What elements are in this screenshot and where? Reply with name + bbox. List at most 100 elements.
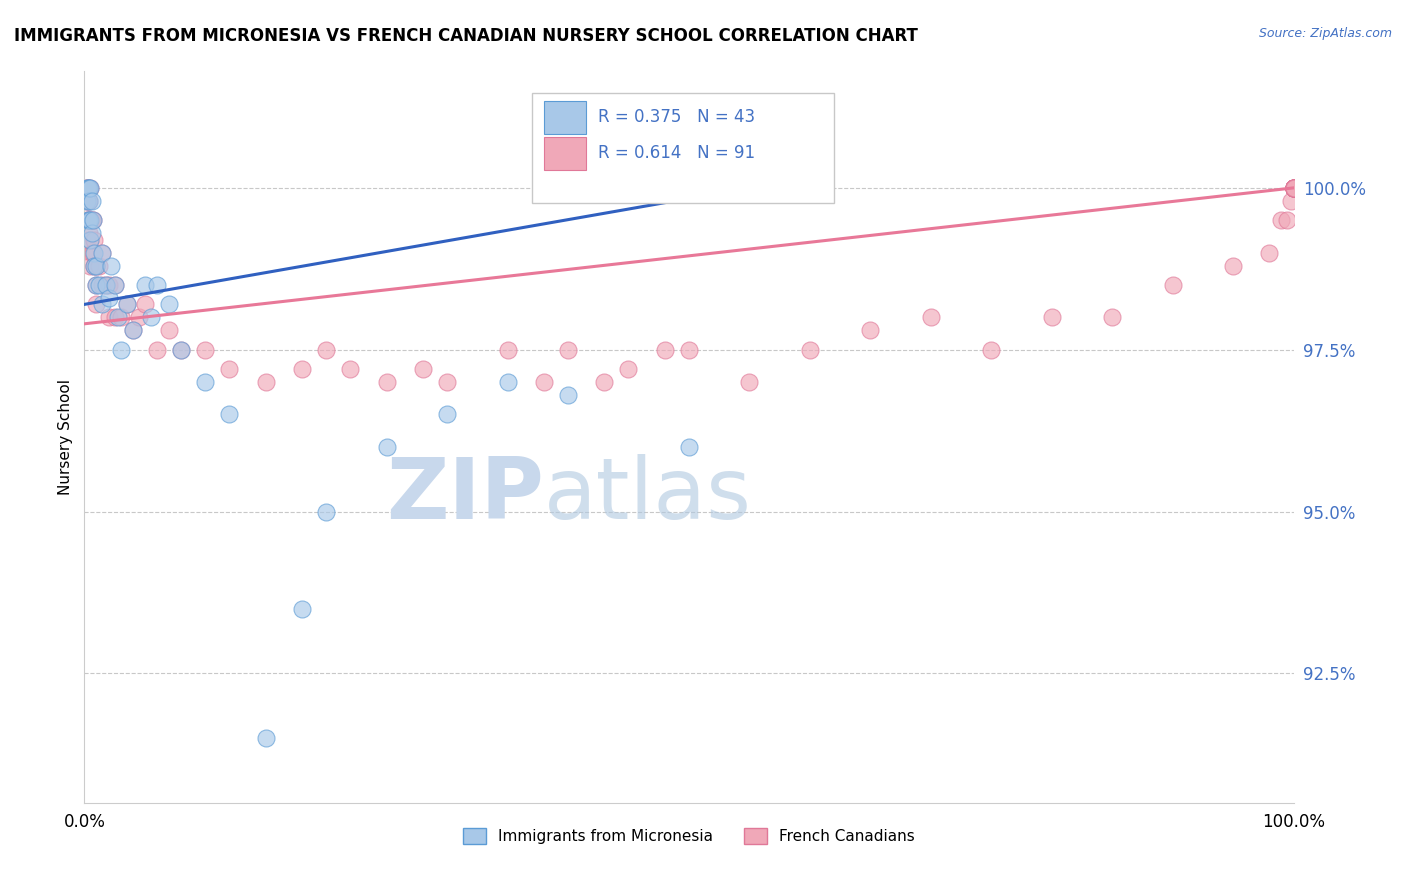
Point <box>134 297 156 311</box>
Point <box>496 375 519 389</box>
Point <box>533 375 555 389</box>
Point <box>1282 181 1305 195</box>
Point <box>134 277 156 292</box>
Point <box>799 343 821 357</box>
Point <box>91 245 114 260</box>
Point <box>139 310 162 325</box>
Point <box>91 245 114 260</box>
FancyBboxPatch shape <box>531 94 834 203</box>
Y-axis label: Nursery School: Nursery School <box>58 379 73 495</box>
Point <box>920 310 942 325</box>
Point <box>1282 181 1305 195</box>
Point <box>76 194 98 208</box>
Point <box>412 362 434 376</box>
Point <box>97 277 120 292</box>
Point <box>557 388 579 402</box>
Point <box>170 343 193 357</box>
Point <box>1282 181 1305 195</box>
Point <box>1270 213 1292 227</box>
Point <box>86 297 108 311</box>
Text: Source: ZipAtlas.com: Source: ZipAtlas.com <box>1258 27 1392 40</box>
Point <box>79 213 101 227</box>
Text: R = 0.614   N = 91: R = 0.614 N = 91 <box>599 145 755 162</box>
Point <box>75 194 97 208</box>
Point <box>157 323 180 337</box>
Point <box>146 343 169 357</box>
Point <box>157 297 180 311</box>
Point <box>1282 181 1305 195</box>
Point <box>77 226 100 240</box>
Point <box>76 181 98 195</box>
Point <box>1161 277 1184 292</box>
Point <box>1277 213 1299 227</box>
Point <box>1279 194 1302 208</box>
FancyBboxPatch shape <box>544 137 586 170</box>
Point <box>79 259 101 273</box>
Point <box>77 181 100 195</box>
Point <box>254 375 277 389</box>
Text: atlas: atlas <box>544 454 752 537</box>
Point <box>121 323 143 337</box>
Point <box>75 181 97 195</box>
Point <box>110 310 132 325</box>
Point <box>315 343 337 357</box>
Point <box>1040 310 1063 325</box>
Point <box>1282 181 1305 195</box>
Point <box>76 233 98 247</box>
Text: R = 0.375   N = 43: R = 0.375 N = 43 <box>599 108 755 126</box>
Point <box>80 194 103 208</box>
Point <box>82 213 104 227</box>
Point <box>82 213 104 227</box>
Point <box>496 343 519 357</box>
Point <box>194 375 217 389</box>
Point <box>654 343 676 357</box>
Point <box>77 194 100 208</box>
Point <box>77 213 100 227</box>
Point <box>375 440 398 454</box>
Point <box>1282 181 1305 195</box>
Point <box>980 343 1002 357</box>
Point <box>1282 181 1305 195</box>
Point <box>339 362 361 376</box>
Point <box>76 213 98 227</box>
Point <box>1282 181 1305 195</box>
Point <box>91 277 114 292</box>
Point <box>218 362 240 376</box>
Point <box>100 259 122 273</box>
Point <box>79 233 101 247</box>
Point <box>1282 181 1305 195</box>
Point <box>1282 181 1305 195</box>
Point <box>110 343 132 357</box>
Point <box>104 277 127 292</box>
Point <box>291 601 314 615</box>
Point <box>82 245 104 260</box>
Point <box>80 213 103 227</box>
Point <box>77 181 100 195</box>
Point <box>94 277 117 292</box>
Point <box>738 375 761 389</box>
Point <box>83 259 105 273</box>
Point <box>1282 181 1305 195</box>
Point <box>194 343 217 357</box>
Point <box>86 277 108 292</box>
Point <box>1258 245 1281 260</box>
Point <box>1101 310 1123 325</box>
Point <box>291 362 314 376</box>
Point <box>80 245 103 260</box>
Point <box>87 259 110 273</box>
Point <box>86 259 108 273</box>
Point <box>83 259 105 273</box>
Point <box>436 375 458 389</box>
Point <box>557 343 579 357</box>
Legend: Immigrants from Micronesia, French Canadians: Immigrants from Micronesia, French Canad… <box>457 822 921 850</box>
Text: IMMIGRANTS FROM MICRONESIA VS FRENCH CANADIAN NURSERY SCHOOL CORRELATION CHART: IMMIGRANTS FROM MICRONESIA VS FRENCH CAN… <box>14 27 918 45</box>
Point <box>678 440 700 454</box>
Point <box>86 277 108 292</box>
Point <box>1282 181 1305 195</box>
Point <box>97 291 120 305</box>
Point <box>104 277 127 292</box>
Point <box>91 297 114 311</box>
Point <box>1282 181 1305 195</box>
Point <box>79 181 101 195</box>
Point <box>80 226 103 240</box>
